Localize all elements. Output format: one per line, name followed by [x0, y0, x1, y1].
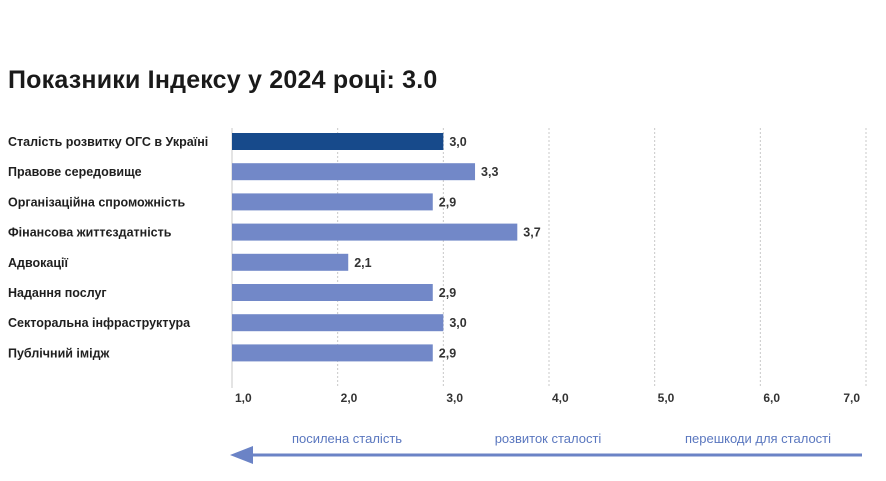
arrow-left-icon — [230, 446, 253, 464]
x-tick-label: 4,0 — [552, 391, 569, 405]
bar-6 — [232, 284, 433, 301]
bar-3 — [232, 193, 433, 211]
bars — [232, 133, 518, 362]
sustainability-scale: посилена сталість розвиток сталості перешк… — [230, 431, 862, 464]
bar-4 — [232, 223, 518, 241]
category-label: Публічний імідж — [8, 346, 110, 360]
scale-label-3: перешкоди для сталості — [685, 431, 831, 446]
category-label: Секторальна інфраструктура — [8, 316, 191, 330]
value-label: 2,1 — [354, 256, 371, 270]
x-tick-label: 6,0 — [763, 391, 780, 405]
value-label: 3,0 — [449, 135, 466, 149]
bar-5 — [232, 253, 349, 271]
category-label: Сталість розвитку ОГС в Україні — [8, 135, 208, 149]
value-label: 2,9 — [439, 195, 456, 209]
page-title: Показники Індексу у 2024 році: 3.0 — [8, 66, 438, 94]
x-tick-label: 7,0 — [843, 391, 860, 405]
category-label: Фінансова життєздатність — [8, 226, 172, 240]
scale-label-1: посилена сталість — [292, 431, 402, 446]
category-label: Організаційна спроможність — [8, 195, 185, 209]
x-tick-label: 3,0 — [446, 391, 463, 405]
bar-8 — [232, 344, 433, 362]
bar-1 — [232, 133, 444, 150]
x-tick-label: 1,0 — [235, 391, 252, 405]
bar-2 — [232, 163, 476, 181]
value-labels: 3,0 3,3 2,9 3,7 2,1 2,9 3,0 2,9 — [354, 135, 540, 360]
category-label: Надання послуг — [8, 286, 107, 300]
x-tick-label: 5,0 — [658, 391, 675, 405]
value-label: 3,0 — [449, 316, 466, 330]
value-label: 2,9 — [439, 286, 456, 300]
category-label: Адвокації — [8, 256, 68, 270]
value-label: 3,3 — [481, 165, 498, 179]
x-tick-label: 2,0 — [341, 391, 358, 405]
scale-label-2: розвиток сталості — [495, 431, 602, 446]
category-labels: Сталість розвитку ОГС в Україні Правове с… — [8, 135, 208, 360]
value-label: 3,7 — [523, 226, 540, 240]
x-axis-ticks: 1,0 2,0 3,0 4,0 5,0 6,0 7,0 — [235, 391, 860, 405]
bar-7 — [232, 314, 444, 332]
value-label: 2,9 — [439, 346, 456, 360]
category-label: Правове середовище — [8, 165, 142, 179]
